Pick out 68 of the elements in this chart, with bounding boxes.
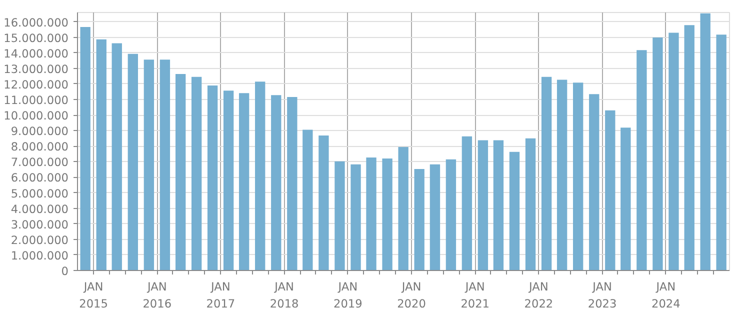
bar — [398, 146, 408, 270]
bar — [350, 164, 361, 270]
bar — [271, 95, 282, 270]
y-tick-label: 1.000.000 — [10, 248, 69, 262]
y-tick-label: 4.000.000 — [10, 202, 69, 216]
bar — [366, 158, 376, 270]
y-tick-label: 13.000.000 — [4, 62, 69, 76]
bar — [589, 94, 600, 270]
y-tick-label: 7.000.000 — [10, 155, 69, 170]
bar — [382, 158, 392, 270]
bar — [541, 76, 552, 270]
y-tick-label: 11.000.000 — [4, 93, 69, 108]
bar — [462, 136, 472, 270]
bar — [700, 13, 710, 270]
bar — [446, 159, 456, 270]
bar — [144, 60, 154, 270]
bar — [573, 82, 584, 270]
bar — [334, 161, 345, 270]
bar — [430, 164, 440, 270]
bar — [255, 82, 266, 270]
bar — [287, 97, 298, 270]
bar — [605, 110, 616, 270]
x-tick-label: JAN 2021 — [460, 280, 490, 310]
bar — [636, 50, 647, 270]
bar — [478, 140, 488, 270]
bar — [80, 26, 90, 270]
bar — [160, 60, 170, 270]
x-tick-label: JAN 2017 — [206, 280, 236, 310]
bar — [493, 140, 504, 270]
y-tick-label: 15.000.000 — [4, 30, 69, 45]
bar — [525, 138, 536, 270]
bar — [620, 128, 631, 270]
y-tick-label: 10.000.000 — [4, 108, 69, 123]
bar — [302, 130, 313, 270]
bar — [684, 25, 694, 270]
y-tick-label: 5.000.000 — [10, 186, 69, 200]
x-tick-label: JAN 2016 — [142, 280, 172, 310]
bar — [668, 32, 679, 270]
x-tick-label: JAN 2015 — [79, 280, 108, 310]
bar — [716, 34, 726, 270]
x-tick-label: JAN 2023 — [588, 280, 617, 310]
bar — [414, 169, 424, 270]
x-tick-label: JAN 2022 — [524, 280, 554, 310]
x-tick-label: JAN 2024 — [651, 280, 680, 310]
y-tick-label: 12.000.000 — [4, 77, 69, 92]
y-tick-label: 6.000.000 — [10, 170, 69, 185]
y-tick-label: 3.000.000 — [10, 217, 69, 232]
bar — [509, 152, 520, 270]
bar — [175, 74, 186, 270]
bar — [96, 39, 106, 270]
bar — [128, 54, 138, 270]
bar — [238, 93, 250, 270]
bar — [112, 43, 122, 270]
x-tick-label: JAN 2020 — [397, 280, 426, 310]
y-tick-label: 2.000.000 — [10, 232, 69, 247]
y-tick-label: 0 — [61, 264, 69, 278]
bar — [207, 86, 218, 270]
y-tick-label: 9.000.000 — [10, 124, 69, 138]
bar — [223, 90, 234, 270]
bar — [191, 76, 202, 270]
bar — [652, 38, 663, 270]
x-tick-label: JAN 2019 — [334, 280, 362, 310]
y-tick-label: 14.000.000 — [4, 46, 69, 60]
bar — [318, 135, 329, 270]
y-tick-label: 16.000.000 — [4, 15, 69, 30]
y-tick-label: 8.000.000 — [10, 140, 69, 154]
bar — [556, 80, 568, 270]
x-tick-label: JAN 2018 — [270, 280, 299, 310]
